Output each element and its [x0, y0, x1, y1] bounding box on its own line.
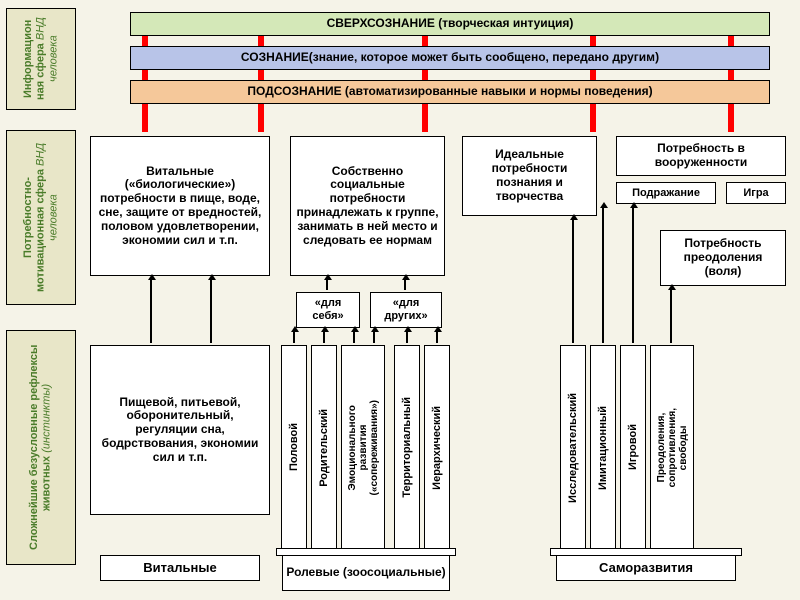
arrow-v0-self1	[293, 332, 295, 343]
box-cat2: Ролевые (зоосоциальные)	[282, 555, 450, 591]
box-vital: Витальные («биологические») потребности …	[90, 136, 270, 276]
vcol-8-label: Преодоления, сопротивления, свободы	[656, 408, 689, 487]
vcol-1: Родительский	[311, 345, 337, 550]
sidebar-info: Информацион ная сфера ВНД человека	[6, 8, 76, 110]
box-cat3: Саморазвития	[556, 555, 736, 581]
arrow-desc-vital-2	[210, 280, 212, 343]
box-imit: Подражание	[616, 182, 716, 204]
vcol-7: Игровой	[620, 345, 646, 550]
arrow-self2-social	[404, 280, 406, 290]
sidebar-motiv: Потребностно- мотивационная сфера ВНД че…	[6, 130, 76, 305]
vcol-2: Эмоционального развития («сопереживания»…	[341, 345, 385, 550]
arrow-v6-imit	[602, 208, 604, 343]
box-play: Игра	[726, 182, 786, 204]
arrow-v5-ideal	[572, 220, 574, 343]
box-self1: «для себя»	[296, 292, 360, 328]
vcol-5-label: Исследовательский	[567, 393, 579, 503]
box-will: Потребность преодоления (воля)	[660, 230, 786, 286]
vcol-5: Исследовательский	[560, 345, 586, 550]
arrow-v2b-self2	[373, 332, 375, 343]
vcol-4: Иерархический	[424, 345, 450, 550]
box-cat1: Витальные	[100, 555, 260, 581]
arrow-self1-social	[326, 280, 328, 290]
arrow-v8-will	[670, 290, 672, 343]
arrow-v2-self1	[353, 332, 355, 343]
arrow-v3-self2	[406, 332, 408, 343]
box-arm: Потребность в вооруженности	[616, 136, 786, 176]
sidebar-reflex: Сложнейшие безусловные рефлексы животных…	[6, 330, 76, 565]
vcol-0: Половой	[281, 345, 307, 550]
vcol-1-label: Родительский	[318, 409, 330, 487]
sidebar-reflex-gray: (инстинкты)	[41, 384, 53, 453]
box-self2: «для других»	[370, 292, 442, 328]
box-superconscious: СВЕРХСОЗНАНИЕ (творческая интуиция)	[130, 12, 770, 36]
sidebar-motiv-green: Потребностно- мотивационная сфера	[22, 169, 47, 292]
box-conscious: СОЗНАНИЕ(знание, которое может быть сооб…	[130, 46, 770, 70]
vcol-7-label: Игровой	[627, 424, 639, 470]
box-social: Собственно социальные потребности принад…	[290, 136, 445, 276]
vcol-0-label: Половой	[288, 423, 300, 471]
vcol-8: Преодоления, сопротивления, свободы	[650, 345, 694, 550]
box-desc: Пищевой, питьевой, оборонительный, регул…	[90, 345, 270, 515]
vcol-2-label: Эмоционального развития («сопереживания»…	[347, 400, 380, 495]
arrow-v1-self1	[323, 332, 325, 343]
arrow-v7-play	[632, 208, 634, 343]
vcol-3: Территориальный	[394, 345, 420, 550]
box-ideal: Идеальные потребности познания и творчес…	[462, 136, 597, 216]
vcol-4-label: Иерархический	[431, 406, 443, 490]
base-2	[276, 548, 456, 556]
arrow-v4-self2	[436, 332, 438, 343]
box-subconscious: ПОДСОЗНАНИЕ (автоматизированные навыки и…	[130, 80, 770, 104]
vcol-6-label: Имитационный	[597, 406, 609, 490]
base-3	[550, 548, 742, 556]
vcol-3-label: Территориальный	[401, 397, 413, 498]
arrow-desc-vital-1	[150, 280, 152, 343]
vcol-6: Имитационный	[590, 345, 616, 550]
